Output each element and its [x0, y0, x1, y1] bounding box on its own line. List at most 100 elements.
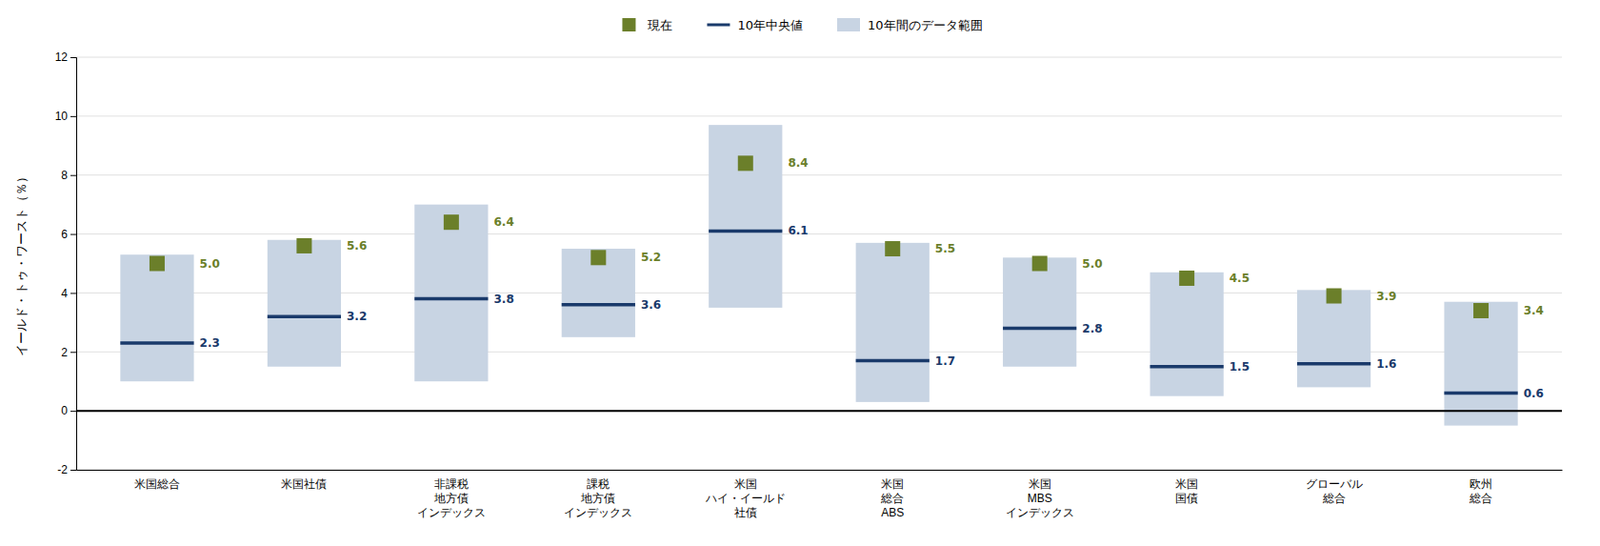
tick-label: 米国ハイ・イールド社債: [704, 477, 786, 520]
marks: [120, 155, 1518, 393]
data-label: 1.6: [1376, 357, 1397, 371]
tick: 米国ハイ・イールド社債: [704, 469, 786, 520]
tick: 米国国債: [1175, 469, 1199, 505]
median-line: [561, 302, 636, 307]
range-bar: [1443, 301, 1518, 426]
tick: グローバル総合: [1305, 469, 1363, 505]
median-line: [856, 359, 930, 363]
grid-line: [76, 57, 1562, 59]
axis-line: [70, 58, 78, 471]
grid-line: [76, 115, 1562, 117]
data-label: 8.4: [787, 156, 808, 170]
grid: [76, 57, 1562, 470]
data-label: 1.7: [935, 354, 956, 368]
median-line: [708, 229, 782, 234]
tick-label: 米国MBSインデックス: [1005, 477, 1075, 520]
range-bar: [1297, 289, 1371, 387]
median-line: [1150, 364, 1224, 369]
tick-label: 米国国債: [1175, 477, 1199, 505]
current-marker: [443, 214, 460, 230]
tick-label: 非課税地方債インデックス: [417, 477, 486, 520]
zero-line: [76, 409, 1562, 412]
range-bar: [561, 248, 636, 338]
current-marker: [296, 238, 312, 254]
legend-swatch: [837, 18, 860, 32]
median-line: [120, 340, 194, 345]
tick: 米国総合ABS: [880, 469, 904, 520]
median-line: [1297, 361, 1371, 366]
tick-mark: [70, 57, 77, 59]
current-marker: [1473, 302, 1489, 319]
plot: -2 0 2 4 6 8 10 12 米国総合 米国社債 非課税地方債インデックス 課税地方債インデッ…: [55, 50, 1563, 519]
series: [120, 124, 1518, 425]
x-axis: 米国総合 米国社債 非課税地方債インデックス 課税地方債インデックス 米国ハイ・イールド…: [77, 469, 1563, 520]
data-label: 3.4: [1523, 303, 1544, 318]
tick-label: 米国総合ABS: [880, 477, 904, 520]
chart: -2 0 2 4 6 8 10 12 米国総合 米国社債 非課税地方債インデックス 課税地方債インデッ…: [0, 0, 1600, 546]
tick-label: 4: [60, 286, 68, 300]
data-label: 4.5: [1229, 271, 1250, 285]
median-line: [1443, 391, 1518, 396]
tick: 4: [60, 286, 77, 300]
legend-label: 10年中央値: [737, 18, 803, 33]
legend-item: 現在: [621, 18, 673, 33]
current-marker: [1326, 288, 1342, 304]
tick-label: 10: [55, 109, 69, 123]
tick-label: グローバル総合: [1305, 477, 1363, 505]
tick-mark: [70, 469, 77, 471]
tick-mark: [70, 410, 77, 412]
axis-line: [77, 469, 1563, 471]
median-line: [1002, 326, 1077, 331]
current-marker: [590, 249, 606, 265]
legend-item: 10年間のデータ範囲: [837, 18, 983, 33]
current-marker: [1032, 256, 1048, 272]
current-marker: [884, 240, 900, 257]
tick-label: 6: [60, 227, 68, 241]
data-label: 5.2: [640, 250, 661, 264]
data-label: 2.8: [1081, 321, 1102, 336]
tick-label: 8: [60, 168, 68, 182]
range-bar: [856, 242, 930, 402]
grid-line: [76, 174, 1562, 176]
range-bar: [1150, 272, 1224, 397]
data-label: 6.1: [787, 223, 808, 238]
tick: 2: [60, 345, 77, 360]
data-label: 5.0: [1081, 257, 1102, 271]
data-labels: 5.05.66.45.28.45.55.04.53.93.42.33.23.83…: [200, 156, 1544, 400]
range-bar: [708, 124, 782, 308]
legend-swatch: [706, 23, 730, 27]
tick-label: 欧州総合: [1468, 477, 1493, 505]
data-label: 3.2: [346, 309, 367, 323]
marks: [120, 124, 1518, 425]
median-line: [267, 314, 341, 319]
tick-label: 0: [60, 403, 68, 418]
tick-label: 2: [60, 345, 68, 360]
legend-label: 10年間のデータ範囲: [867, 18, 983, 33]
tick: 欧州総合: [1468, 469, 1493, 505]
tick-label: 米国社債: [280, 477, 327, 491]
series: [149, 155, 1489, 319]
y-axis: -2 0 2 4 6 8 10 12: [55, 50, 78, 477]
tick-mark: [70, 175, 77, 177]
tick: 6: [60, 227, 77, 241]
data-label: 3.9: [1376, 289, 1397, 303]
tick-label: 米国総合: [134, 477, 180, 491]
data-label: 1.5: [1229, 360, 1250, 374]
range-bar: [120, 254, 194, 381]
series: [120, 230, 1518, 393]
legend: 現在 10年中央値 10年間のデータ範囲: [621, 18, 982, 33]
data-label: 3.6: [640, 298, 661, 312]
tick: 課税地方債インデックス: [563, 469, 633, 520]
tick-label: 12: [55, 50, 69, 64]
data-label: 2.3: [200, 336, 220, 350]
grid-line: [76, 469, 1562, 471]
data-label: 6.4: [493, 215, 514, 229]
grid-line: [76, 410, 1562, 412]
current-marker: [738, 155, 754, 171]
current-marker: [1179, 270, 1195, 286]
tick-mark: [70, 234, 77, 236]
tick: 非課税地方債インデックス: [417, 469, 486, 520]
tick-label: -2: [57, 462, 68, 477]
tick: 米国総合: [134, 469, 180, 491]
legend-item: 10年中央値: [706, 18, 803, 33]
